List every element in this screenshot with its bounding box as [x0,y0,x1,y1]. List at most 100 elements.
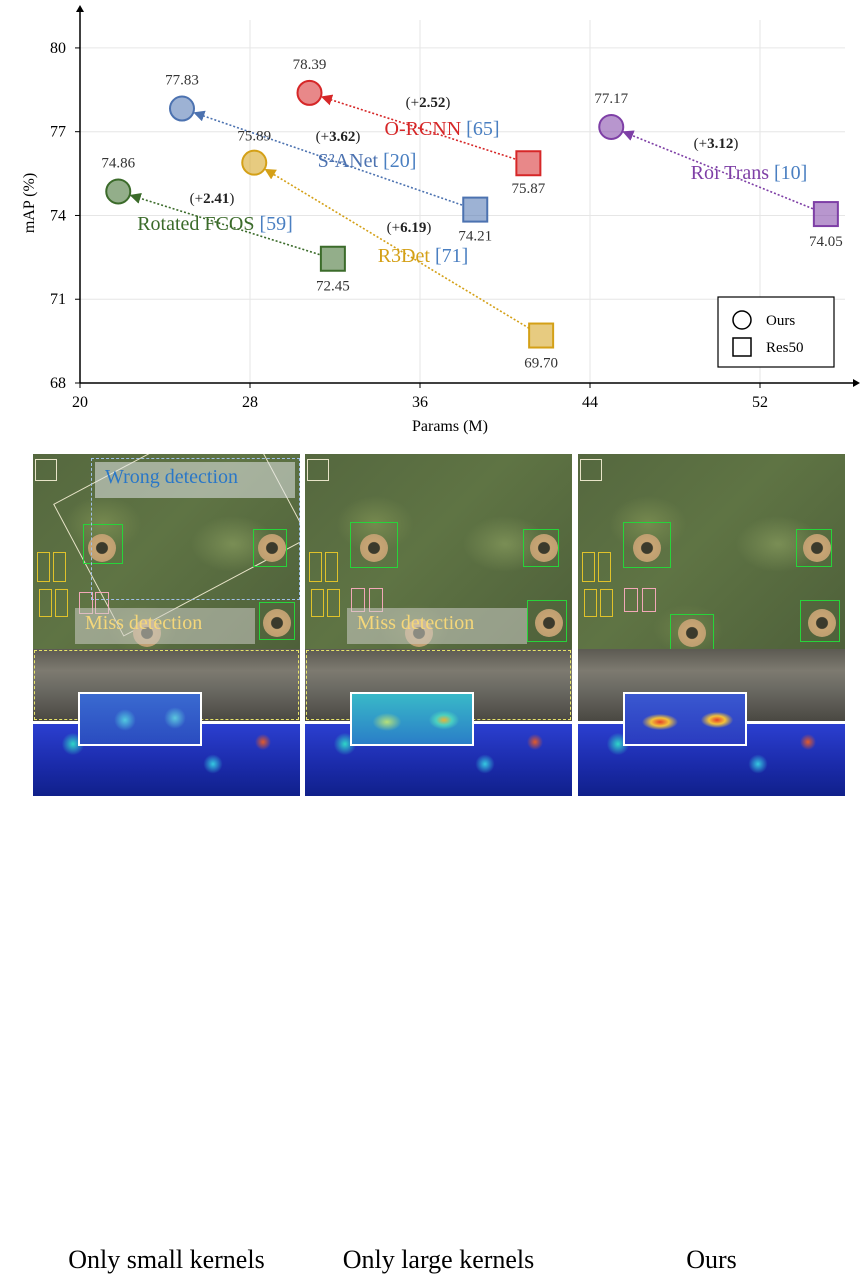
detection-box [527,600,567,642]
court-box [600,589,613,617]
x-tick-label: 28 [242,394,258,411]
res50-marker [515,150,542,177]
baseball-diamond [258,534,286,562]
detection-box [670,614,714,654]
caption-large-kernels: Only large kernels [342,1245,535,1274]
gain-close: ) [229,191,234,207]
ours-value-label: 78.39 [293,57,327,73]
wrong-detection-label: Wrong detection [95,462,295,498]
court-box [642,588,656,612]
x-tick-label: 52 [752,394,768,411]
caption-small-kernels: Only small kernels [68,1245,265,1274]
baseball-diamond [678,619,706,647]
detection-box [623,522,671,568]
baseball-diamond [803,534,831,562]
res50-value-label: 75.87 [512,181,546,197]
res50-marker [812,201,839,228]
baseball-diamond [633,534,661,562]
court-box [311,589,324,617]
satellite-image: Miss detection [305,454,572,649]
res50-marker [528,322,555,349]
panel-ours [578,454,845,796]
method-label: Roi Trans [10] [691,162,808,184]
y-axis-label: mAP (%) [21,173,38,233]
legend-circle-icon [732,310,752,330]
y-tick-label: 68 [50,375,66,392]
scatter-chart: 20 28 36 44 52 68 71 74 77 80 Params (M) mAP (%) 78.… [21,5,860,435]
res50-marker [462,196,489,223]
gain-label: (+2.41) [190,191,235,207]
ours-marker [105,178,132,205]
satellite-image: Wrong detection Miss detection [33,454,300,649]
method-label: Rotated FCOS [59] [137,213,293,235]
res50-value-label: 74.21 [458,229,492,245]
method-label: O-RCNN [65] [385,118,500,140]
zoom-content [80,694,200,744]
legend-label: Ours [766,313,795,329]
heatmap-zoom [623,692,747,746]
field-outline [580,459,602,481]
res50-value-label: 69.70 [524,356,558,372]
court-box [309,552,322,582]
ours-marker [598,113,625,140]
court-box [624,588,638,612]
gain-value: 6.19 [400,220,426,236]
gain-value: 2.52 [419,95,445,111]
res50-value-label: 72.45 [316,279,350,295]
court-box [327,589,340,617]
baseball-diamond [360,534,388,562]
x-axis-label: Params (M) [412,418,488,435]
detection-box [350,522,398,568]
baseball-diamond [535,609,563,637]
legend-label: Res50 [766,340,804,356]
gain-close: ) [733,136,738,152]
detection-box [83,524,123,564]
caption-ours: Ours [686,1245,737,1274]
gain-open: (+ [387,220,400,236]
y-tick-label: 74 [50,207,66,224]
citation-ref: [71] [435,245,468,267]
zoom-content [625,694,745,744]
improvement-arrow [193,110,463,206]
baseball-diamond [530,534,558,562]
heatmap-zoom [350,692,474,746]
detection-box [800,600,840,642]
x-axis-arrow [853,379,860,387]
gain-label: (+2.52) [406,95,451,111]
zoom-content [352,694,472,744]
gain-open: (+ [190,191,203,207]
citation-ref: [59] [259,213,292,235]
ours-marker [241,149,268,176]
field-outline [307,459,329,481]
x-tick-label: 36 [412,394,428,411]
improvement-arrow [129,193,320,256]
improvement-arrow [264,168,530,329]
wrong-detection-region [91,458,300,600]
gain-value: 3.62 [329,129,355,145]
y-tick-label: 80 [50,40,66,57]
gain-open: (+ [316,129,329,145]
legend: Ours Res50 [717,296,835,368]
gain-close: ) [426,220,431,236]
res50-value-label: 74.05 [809,234,843,250]
baseball-diamond [88,534,116,562]
panel-small-kernels: Wrong detection Miss detection [33,454,300,796]
gain-label: (+3.12) [694,136,739,152]
court-box [584,589,597,617]
court-box [325,552,338,582]
gain-label: (+3.62) [316,129,361,145]
x-tick-label: 20 [72,394,88,411]
y-tick-label: 71 [50,291,66,308]
satellite-image [578,454,845,654]
baseball-diamond [263,609,291,637]
qualitative-results: Wrong detection Miss detection Mi [0,448,865,1274]
citation-ref: [65] [466,118,499,140]
x-tick-label: 44 [582,394,598,411]
gain-open: (+ [694,136,707,152]
gain-value: 3.12 [707,136,733,152]
method-label: S²ANet [20] [318,150,417,172]
citation-ref: [10] [774,162,807,184]
miss-detection-label: Miss detection [347,608,527,644]
miss-detection-label: Miss detection [75,608,255,644]
method-label: R3Det [71] [378,245,469,267]
